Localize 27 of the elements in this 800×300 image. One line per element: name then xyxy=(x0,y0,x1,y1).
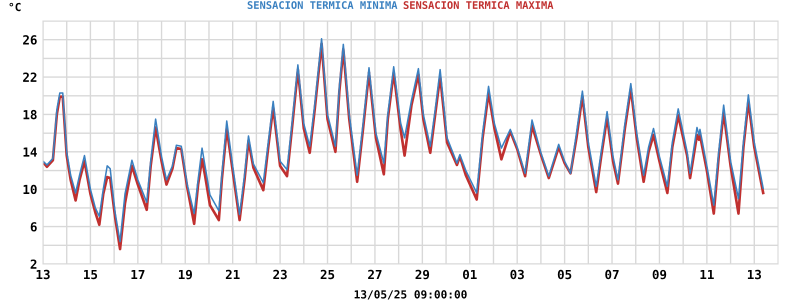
x-tick-label: 15 xyxy=(84,270,98,280)
x-tick-label: 07 xyxy=(605,270,619,280)
text: SENSACION TERMICA MAXIMA xyxy=(404,1,554,10)
x-tick-label: 13 xyxy=(748,270,762,280)
x-tick-label: 13 xyxy=(36,270,50,280)
x-tick-label: 05 xyxy=(558,270,572,280)
x-tick-label: 03 xyxy=(510,270,524,280)
x-tick-label: 27 xyxy=(368,270,382,280)
x-tick-label: 29 xyxy=(416,270,430,280)
y-tick-label: 26 xyxy=(23,35,37,45)
x-tick-label: 01 xyxy=(463,270,477,280)
x-tick-label: 09 xyxy=(652,270,666,280)
x-tick-label: 19 xyxy=(178,270,192,280)
y-tick-label: 2 xyxy=(30,259,36,269)
x-tick-label: 11 xyxy=(700,270,714,280)
y-tick-label: 14 xyxy=(24,147,37,157)
x-tick-label: 21 xyxy=(226,270,240,280)
x-tick-label: 23 xyxy=(273,270,287,280)
y-axis-title: °C xyxy=(10,2,21,12)
y-tick-label: 10 xyxy=(24,184,37,194)
y-tick-label: 22 xyxy=(23,72,36,82)
text: SENSACION TERMICA MINIMA xyxy=(248,1,398,10)
x-tick-label: 17 xyxy=(131,270,144,280)
x-axis-title: 13/05/25 09:00:00 xyxy=(354,290,467,300)
y-tick-label: 18 xyxy=(24,110,37,120)
y-tick-label: 6 xyxy=(30,222,37,232)
x-tick-label: 25 xyxy=(320,270,334,280)
